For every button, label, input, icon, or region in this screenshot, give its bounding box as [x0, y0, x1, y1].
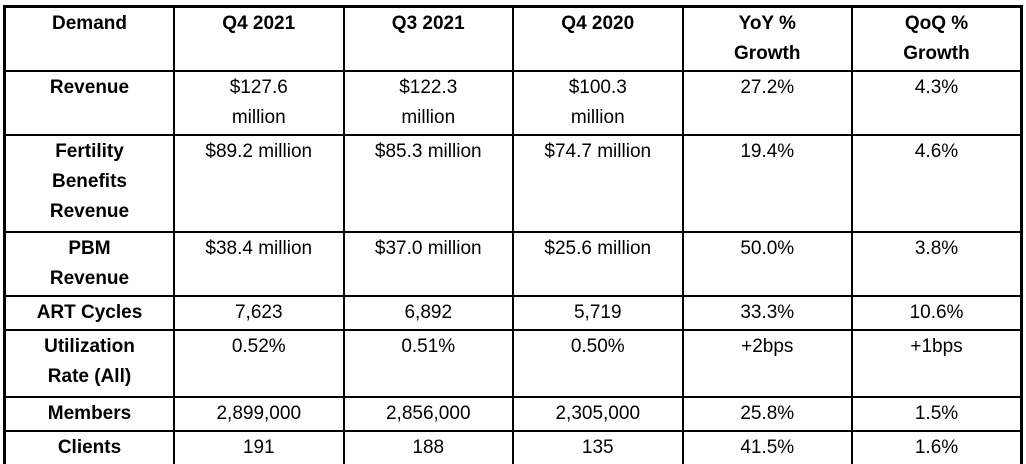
table-cell: 2,856,000 [342, 396, 514, 432]
table-cell: 50.0% [681, 231, 853, 297]
table-cell: 0.51% [342, 329, 514, 398]
row-label: ART Cycles [3, 295, 175, 331]
column-header-q4-2020: Q4 2020 [512, 5, 684, 72]
table-cell: 25.8% [681, 396, 853, 432]
table-cell: 5,719 [512, 295, 684, 331]
table-row-members: Members 2,899,000 2,856,000 2,305,000 25… [3, 396, 1023, 432]
table-cell: 191 [173, 430, 345, 464]
column-header-q4-2021: Q4 2021 [173, 5, 345, 72]
table-cell: $37.0 million [342, 231, 514, 297]
table-cell: $38.4 million [173, 231, 345, 297]
row-label: PBM Revenue [3, 231, 175, 297]
table-cell: 6,892 [342, 295, 514, 331]
table-cell: 1.5% [851, 396, 1023, 432]
column-header-demand: Demand [3, 5, 175, 72]
header-row: Demand Q4 2021 Q3 2021 Q4 2020 YoY % Gro… [3, 5, 1023, 72]
table-cell: 135 [512, 430, 684, 464]
table-cell: 188 [342, 430, 514, 464]
table-cell: 33.3% [681, 295, 853, 331]
table-cell: $127.6 million [173, 70, 345, 136]
column-header-yoy-growth: YoY % Growth [681, 5, 853, 72]
table-cell: $25.6 million [512, 231, 684, 297]
row-label: Members [3, 396, 175, 432]
row-label: Clients [3, 430, 175, 464]
table-cell: 7,623 [173, 295, 345, 331]
table-cell: $89.2 million [173, 134, 345, 233]
table-row-pbm-revenue: PBM Revenue $38.4 million $37.0 million … [3, 231, 1023, 297]
table-cell: $122.3 million [342, 70, 514, 136]
table-cell: $100.3 million [512, 70, 684, 136]
table-cell: 27.2% [681, 70, 853, 136]
table-cell: $85.3 million [342, 134, 514, 233]
table-row-utilization-rate: Utilization Rate (All) 0.52% 0.51% 0.50%… [3, 329, 1023, 398]
row-label: Utilization Rate (All) [3, 329, 175, 398]
row-label: Fertility Benefits Revenue [3, 134, 175, 233]
table-row-art-cycles: ART Cycles 7,623 6,892 5,719 33.3% 10.6% [3, 295, 1023, 331]
table-cell: 41.5% [681, 430, 853, 464]
table-cell: 2,305,000 [512, 396, 684, 432]
demand-metrics-table: Demand Q4 2021 Q3 2021 Q4 2020 YoY % Gro… [3, 5, 1023, 464]
table-cell: 3.8% [851, 231, 1023, 297]
table-cell: 4.6% [851, 134, 1023, 233]
table-row-revenue: Revenue $127.6 million $122.3 million $1… [3, 70, 1023, 136]
column-header-qoq-growth: QoQ % Growth [851, 5, 1023, 72]
table-row-fertility-benefits-revenue: Fertility Benefits Revenue $89.2 million… [3, 134, 1023, 233]
table-cell: 0.50% [512, 329, 684, 398]
table-cell: $74.7 million [512, 134, 684, 233]
table-cell: 1.6% [851, 430, 1023, 464]
table-cell: 19.4% [681, 134, 853, 233]
table-cell: 0.52% [173, 329, 345, 398]
column-header-q3-2021: Q3 2021 [342, 5, 514, 72]
table-cell: +1bps [851, 329, 1023, 398]
row-label: Revenue [3, 70, 175, 136]
table-cell: 2,899,000 [173, 396, 345, 432]
table-row-clients: Clients 191 188 135 41.5% 1.6% [3, 430, 1023, 464]
table-cell: 4.3% [851, 70, 1023, 136]
table-cell: 10.6% [851, 295, 1023, 331]
table-cell: +2bps [681, 329, 853, 398]
